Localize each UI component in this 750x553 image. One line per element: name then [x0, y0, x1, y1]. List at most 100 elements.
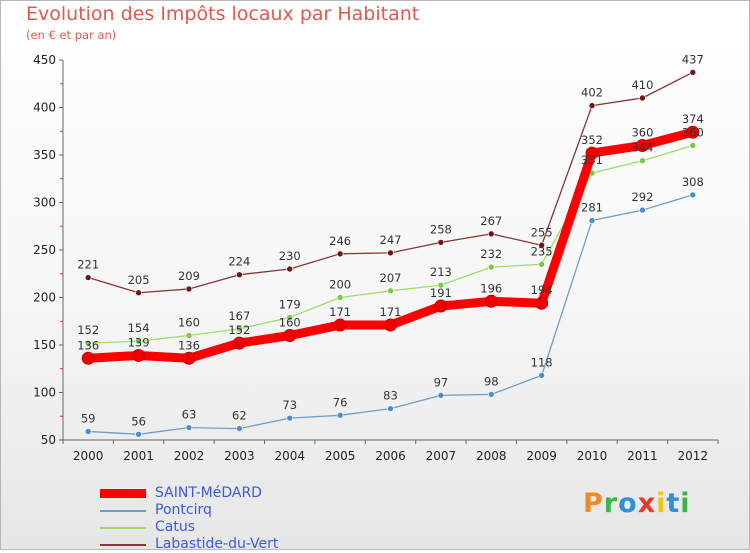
- data-point: [336, 411, 344, 419]
- data-point: [535, 296, 549, 310]
- legend-item: Pontcirq: [100, 502, 400, 519]
- data-label: 191: [430, 286, 452, 300]
- data-label: 235: [531, 244, 553, 258]
- x-tick-label: 2002: [174, 449, 205, 463]
- data-label: 73: [282, 398, 297, 412]
- data-point: [135, 337, 142, 345]
- data-point: [689, 142, 697, 149]
- data-point: [236, 325, 243, 333]
- x-tick-label: 2006: [375, 449, 406, 463]
- data-point: [686, 125, 700, 139]
- series-line: [87, 71, 694, 294]
- data-point: [588, 102, 596, 109]
- data-label: 374: [682, 112, 704, 126]
- data-point: [437, 392, 445, 399]
- data-label: 281: [581, 201, 603, 215]
- y-tick-label: 100: [33, 386, 56, 400]
- data-point: [84, 428, 92, 435]
- data-label: 83: [383, 389, 398, 403]
- x-tick-label: 2000: [73, 449, 104, 463]
- chart-subtitle: (en € et par an): [26, 28, 117, 42]
- data-label: 160: [178, 316, 200, 330]
- proxiti-logo: Proxiti: [583, 488, 691, 519]
- data-label: 247: [380, 233, 402, 247]
- data-point: [437, 281, 445, 289]
- data-label: 171: [380, 305, 402, 319]
- y-tick-label: 200: [33, 291, 56, 305]
- data-label: 154: [128, 321, 150, 335]
- data-point: [639, 206, 646, 214]
- data-label: 97: [434, 375, 449, 389]
- data-point: [487, 230, 495, 238]
- y-tick-label: 50: [41, 433, 56, 447]
- data-point: [182, 351, 196, 365]
- data-point: [384, 318, 397, 332]
- y-tick-label: 400: [33, 101, 56, 115]
- data-point: [185, 424, 193, 431]
- data-point: [333, 318, 347, 332]
- data-label: 308: [682, 175, 704, 189]
- data-label: 352: [581, 133, 603, 147]
- data-point: [487, 391, 495, 398]
- data-point: [588, 217, 596, 224]
- data-label: 200: [329, 278, 351, 292]
- data-label: 232: [480, 247, 502, 261]
- data-label: 267: [480, 214, 502, 228]
- data-label: 292: [631, 190, 653, 204]
- legend-item: Labastide-du-Vert: [100, 536, 400, 553]
- legend-item: SAINT-MéDARD: [100, 485, 400, 502]
- data-label: 118: [531, 355, 553, 369]
- data-point: [336, 294, 344, 301]
- data-label: 171: [329, 305, 351, 319]
- x-tick-label: 2001: [123, 449, 154, 463]
- data-label: 152: [228, 323, 250, 337]
- data-point: [286, 314, 294, 321]
- data-label: 152: [77, 323, 99, 337]
- x-tick-label: 2011: [627, 449, 658, 463]
- data-label: 139: [128, 335, 150, 349]
- data-point: [434, 299, 448, 313]
- data-label: 246: [329, 234, 351, 248]
- data-point: [639, 94, 646, 102]
- y-tick-label: 150: [33, 338, 56, 352]
- legend-label: SAINT-MéDARD: [155, 485, 262, 501]
- legend-item: Catus: [100, 519, 400, 536]
- data-point: [538, 372, 545, 379]
- data-point: [689, 69, 697, 76]
- data-label: 136: [178, 338, 200, 352]
- data-point: [286, 265, 294, 273]
- data-point: [387, 405, 394, 412]
- y-tick-label: 350: [33, 148, 56, 162]
- data-point: [132, 348, 146, 362]
- chart-legend: SAINT-MéDARD Pontcirq Catus Labastide-du-Ve…: [100, 485, 400, 553]
- data-label: 196: [480, 281, 502, 295]
- data-point: [689, 191, 697, 199]
- data-label: 360: [682, 126, 704, 140]
- data-label: 62: [232, 409, 247, 423]
- data-point: [336, 250, 344, 258]
- data-label: 221: [77, 258, 99, 272]
- data-label: 76: [333, 395, 348, 409]
- data-label: 258: [430, 222, 452, 236]
- data-point: [135, 289, 142, 297]
- data-label: 255: [531, 225, 553, 239]
- data-point: [635, 139, 649, 152]
- data-point: [81, 351, 95, 365]
- data-label: 98: [484, 374, 499, 388]
- x-tick-label: 2004: [274, 449, 305, 463]
- data-label: 410: [631, 78, 653, 92]
- data-point: [84, 274, 92, 281]
- data-point: [639, 157, 646, 164]
- legend-swatch: [100, 509, 146, 512]
- data-label: 179: [279, 297, 301, 311]
- data-point: [84, 339, 92, 347]
- data-point: [538, 260, 545, 268]
- data-label: 167: [228, 309, 250, 323]
- x-tick-label: 2007: [426, 449, 457, 463]
- legend-label: Labastide-du-Vert: [155, 536, 279, 552]
- data-label: 209: [178, 269, 200, 283]
- x-tick-label: 2005: [325, 449, 356, 463]
- data-label: 56: [131, 414, 146, 428]
- data-label: 344: [631, 141, 653, 155]
